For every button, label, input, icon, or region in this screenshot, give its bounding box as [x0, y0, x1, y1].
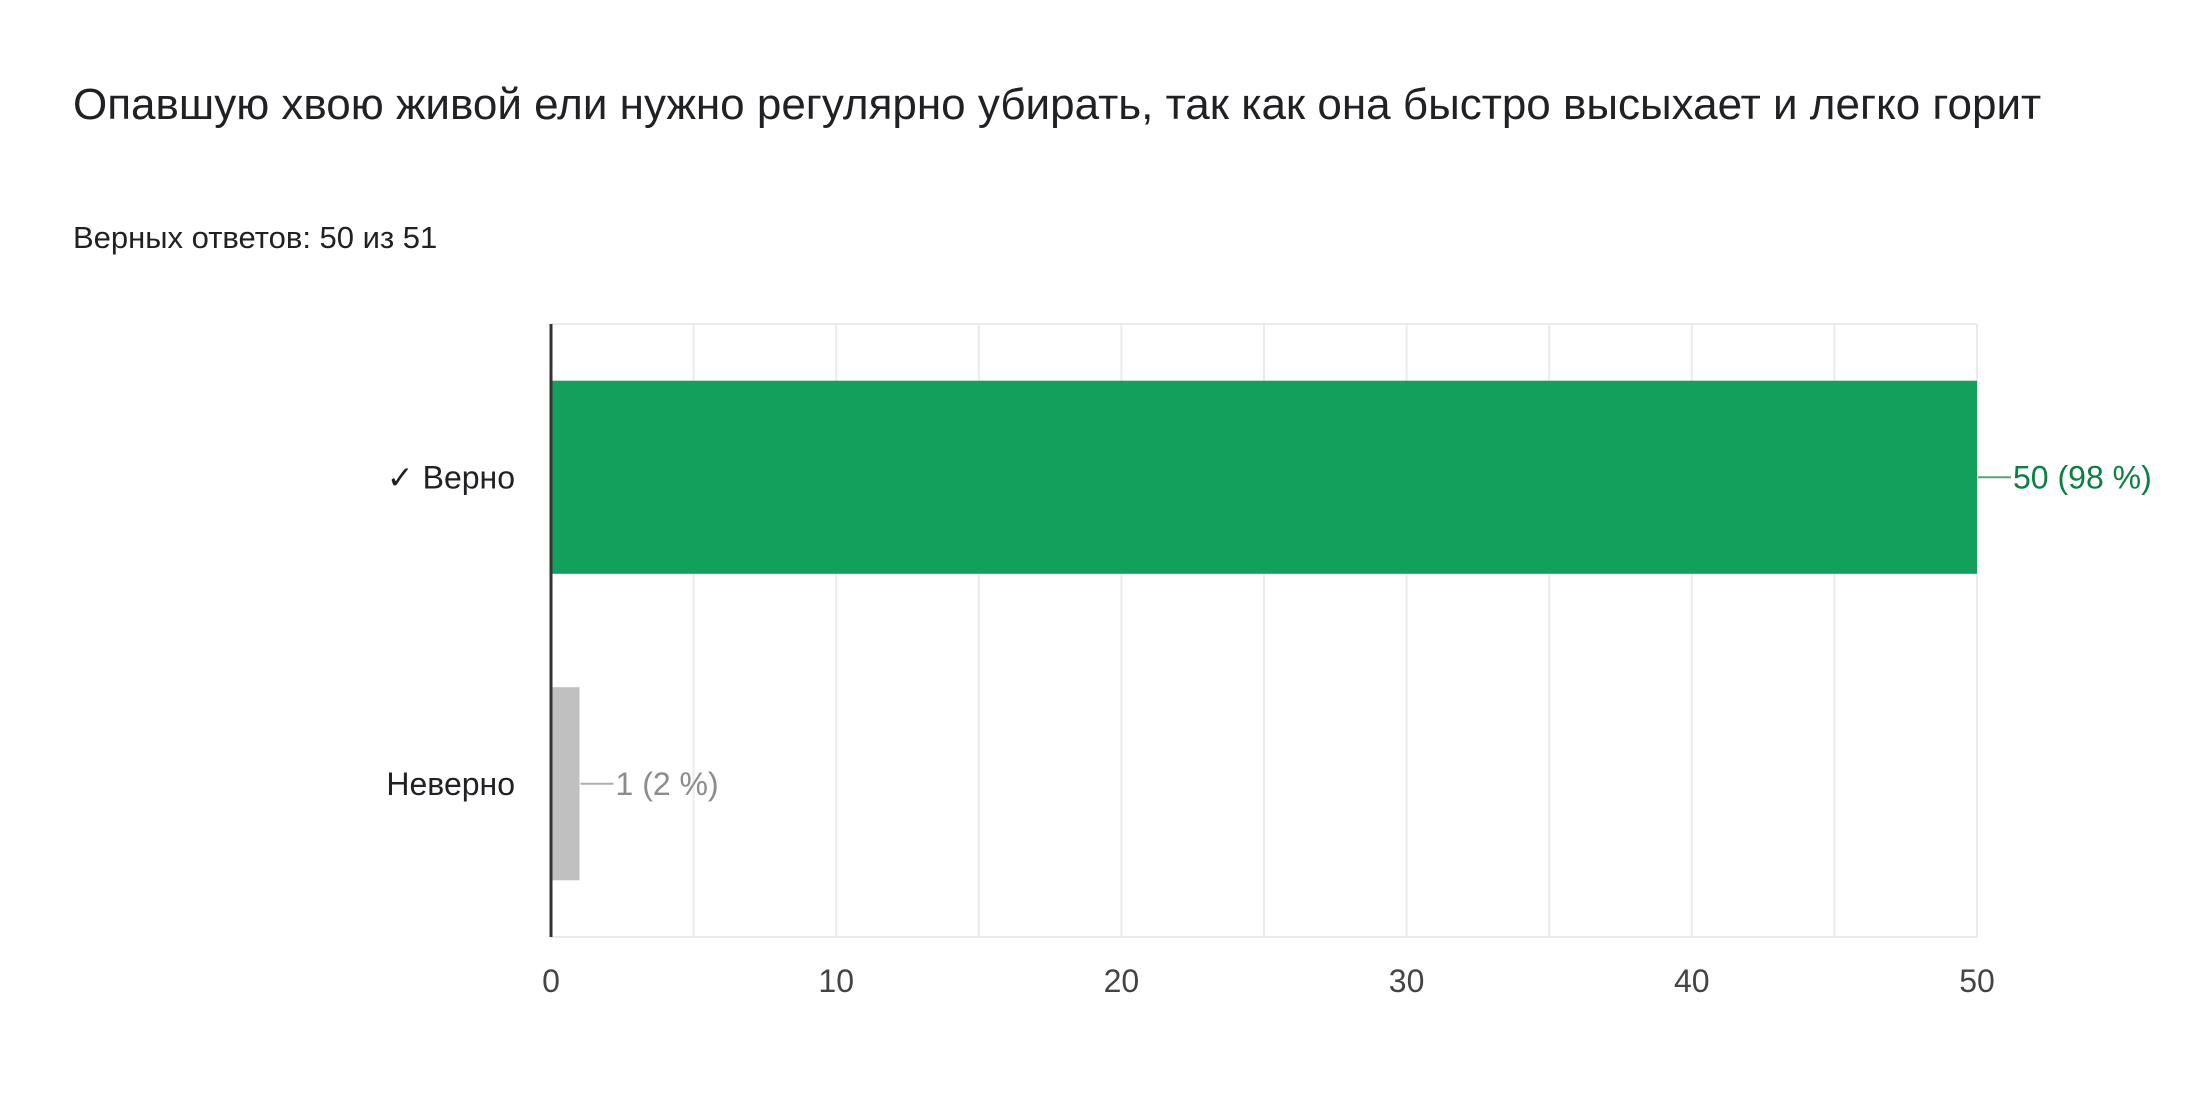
bars [551, 380, 1977, 881]
x-tick-label: 20 [1104, 963, 1140, 999]
x-tick-label: 10 [818, 963, 854, 999]
labels: ✓ Верно 50 (98 %) Неверно 1 (2 %) 0 10 20 30 40 5… [386, 459, 2151, 999]
bar [551, 687, 580, 881]
x-tick-label: 30 [1389, 963, 1425, 999]
bar [551, 380, 1977, 574]
x-tick-label: 50 [1959, 963, 1995, 999]
data-label: 1 (2 %) [616, 766, 719, 802]
score-summary: Верных ответов: 50 из 51 [73, 220, 438, 255]
category-label: Неверно [386, 766, 515, 802]
category-label: ✓ Верно [387, 459, 515, 495]
x-tick-label: 0 [542, 963, 560, 999]
question-title: Опавшую хвою живой ели нужно регулярно у… [73, 80, 2042, 129]
x-tick-label: 40 [1674, 963, 1710, 999]
data-label: 50 (98 %) [2013, 459, 2152, 495]
